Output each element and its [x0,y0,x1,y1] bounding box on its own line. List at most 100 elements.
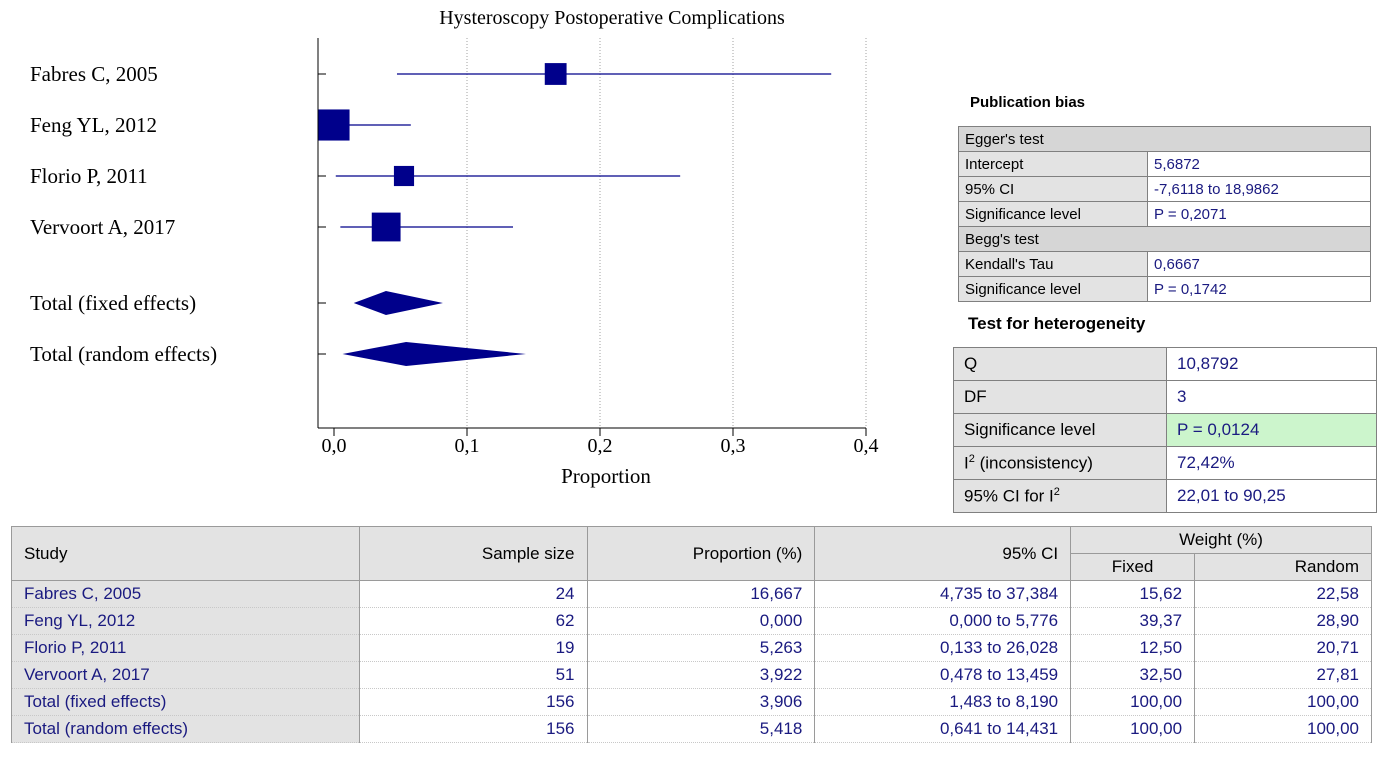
significance-value: P = 0,0124 [1166,413,1377,447]
sample-size-header: Sample size [358,526,588,581]
weight-fixed-cell: 32,50 [1070,661,1196,689]
i2-label-prefix: I [964,453,969,473]
i2-ci-label-prefix: 95% CI for I [964,486,1054,506]
begg-significance-value: P = 0,1742 [1147,276,1371,302]
egger-test-header: Egger's test [958,126,1371,152]
x-tick-label: 0,2 [588,435,613,457]
egger-intercept-value: 5,6872 [1147,151,1371,177]
x-axis-label: Proportion [561,464,651,488]
weight-random-cell: 20,71 [1194,634,1372,662]
q-label: Q [953,347,1167,381]
sample-size-cell: 62 [358,607,588,635]
x-tick-label: 0,1 [455,435,480,457]
i2-ci-value: 22,01 to 90,25 [1166,479,1377,513]
ci-cell: 0,133 to 26,028 [814,634,1072,662]
study-name-cell: Vervoort A, 2017 [11,661,360,689]
forest-rows: Fabres C, 2005 Feng YL, 2012 Florio P, 201… [30,62,832,366]
weight-header: Weight (%) [1070,526,1372,554]
weight-fixed-cell: 100,00 [1070,688,1196,716]
weight-fixed-cell: 12,50 [1070,634,1196,662]
significance-label: Significance level [953,413,1167,447]
weight-fixed-cell: 39,37 [1070,607,1196,635]
table-row: Vervoort A, 2017 51 3,922 0,478 to 13,459 32… [11,661,1372,689]
x-axis-ticks: 0,0 0,1 0,2 0,3 0,4 [322,428,879,457]
table-row: Significance level P = 0,0124 [953,413,1377,447]
weight-random-cell: 100,00 [1194,715,1372,743]
q-value: 10,8792 [1166,347,1377,381]
table-row: Feng YL, 2012 62 0,000 0,000 to 5,776 39,37 2… [11,607,1372,635]
pooled-diamond [353,291,443,315]
table-row: Intercept 5,6872 [958,151,1371,177]
forest-plot: Hysteroscopy Postoperative Complications… [30,7,879,488]
i2-ci-label-sup: 2 [1053,485,1060,498]
egger-significance-value: P = 0,2071 [1147,201,1371,227]
proportion-cell: 5,418 [586,715,816,743]
grid-lines [466,38,867,428]
subheader-row: Fixed Random [12,553,1372,581]
sample-size-cell: 19 [358,634,588,662]
heterogeneity-table: Q 10,8792 DF 3 Significance level P = 0,… [953,347,1377,513]
study-marker [393,165,415,187]
egger-ci-label: 95% CI [958,176,1148,202]
study-marker [371,212,401,242]
study-label: Feng YL, 2012 [30,113,157,137]
table-row: Total (fixed effects) 156 3,906 1,483 to 8,… [11,688,1372,716]
total-label: Total (fixed effects) [30,291,196,315]
begg-header-row: Begg's test [958,226,1371,252]
sample-size-cell: 51 [358,661,588,689]
sample-size-cell: 156 [358,715,588,743]
table-row: I2 (inconsistency) 72,42% [953,446,1377,480]
egger-ci-value: -7,6118 to 18,9862 [1147,176,1371,202]
study-label: Florio P, 2011 [30,164,148,188]
fixed-header: Fixed [1070,553,1196,581]
table-row: Florio P, 2011 19 5,263 0,133 to 26,028 12,5… [11,634,1372,662]
study-marker [318,109,350,141]
ci-header: 95% CI [814,526,1072,581]
begg-tau-label: Kendall's Tau [958,251,1148,277]
table-row: 95% CI -7,6118 to 18,9862 [958,176,1371,202]
study-name-cell: Total (random effects) [11,715,360,743]
header-row: Study Sample size Proportion (%) 95% CI … [11,526,1372,581]
proportion-cell: 3,922 [586,661,816,689]
pooled-diamond [342,342,526,366]
proportion-cell: 3,906 [586,688,816,716]
sample-size-cell: 156 [358,688,588,716]
study-name-cell: Feng YL, 2012 [11,607,360,635]
ci-cell: 0,000 to 5,776 [814,607,1072,635]
weight-random-cell: 28,90 [1194,607,1372,635]
study-name-cell: Fabres C, 2005 [11,580,360,608]
table-row: 95% CI for I2 22,01 to 90,25 [953,479,1377,513]
results-table: Study Sample size Proportion (%) 95% CI … [11,526,1372,743]
weight-random-cell: 27,81 [1194,661,1372,689]
weight-fixed-cell: 100,00 [1070,715,1196,743]
weight-random-cell: 100,00 [1194,688,1372,716]
begg-tau-value: 0,6667 [1147,251,1371,277]
total-label: Total (random effects) [30,342,217,366]
x-tick-label: 0,3 [721,435,746,457]
i2-ci-label: 95% CI for I2 [953,479,1167,513]
proportion-cell: 5,263 [586,634,816,662]
i2-label-sup: 2 [968,452,975,465]
begg-test-header: Begg's test [958,226,1371,252]
i2-value: 72,42% [1166,446,1377,480]
i2-label-suffix: (inconsistency) [974,453,1093,473]
weight-random-cell: 22,58 [1194,580,1372,608]
table-row: DF 3 [953,380,1377,414]
proportion-header: Proportion (%) [586,526,816,581]
random-header: Random [1194,553,1372,581]
sample-size-cell: 24 [358,580,588,608]
study-label: Fabres C, 2005 [30,62,158,86]
proportion-cell: 0,000 [586,607,816,635]
weight-fixed-cell: 15,62 [1070,580,1196,608]
ci-cell: 0,641 to 14,431 [814,715,1072,743]
table-row: Fabres C, 2005 24 16,667 4,735 to 37,384 15,… [11,580,1372,608]
study-name-cell: Total (fixed effects) [11,688,360,716]
ci-cell: 0,478 to 13,459 [814,661,1072,689]
table-row: Q 10,8792 [953,347,1377,381]
egger-intercept-label: Intercept [958,151,1148,177]
study-marker [544,63,567,85]
ci-cell: 4,735 to 37,384 [814,580,1072,608]
table-row: Significance level P = 0,2071 [958,201,1371,227]
egger-significance-label: Significance level [958,201,1148,227]
egger-header-row: Egger's test [958,126,1371,152]
